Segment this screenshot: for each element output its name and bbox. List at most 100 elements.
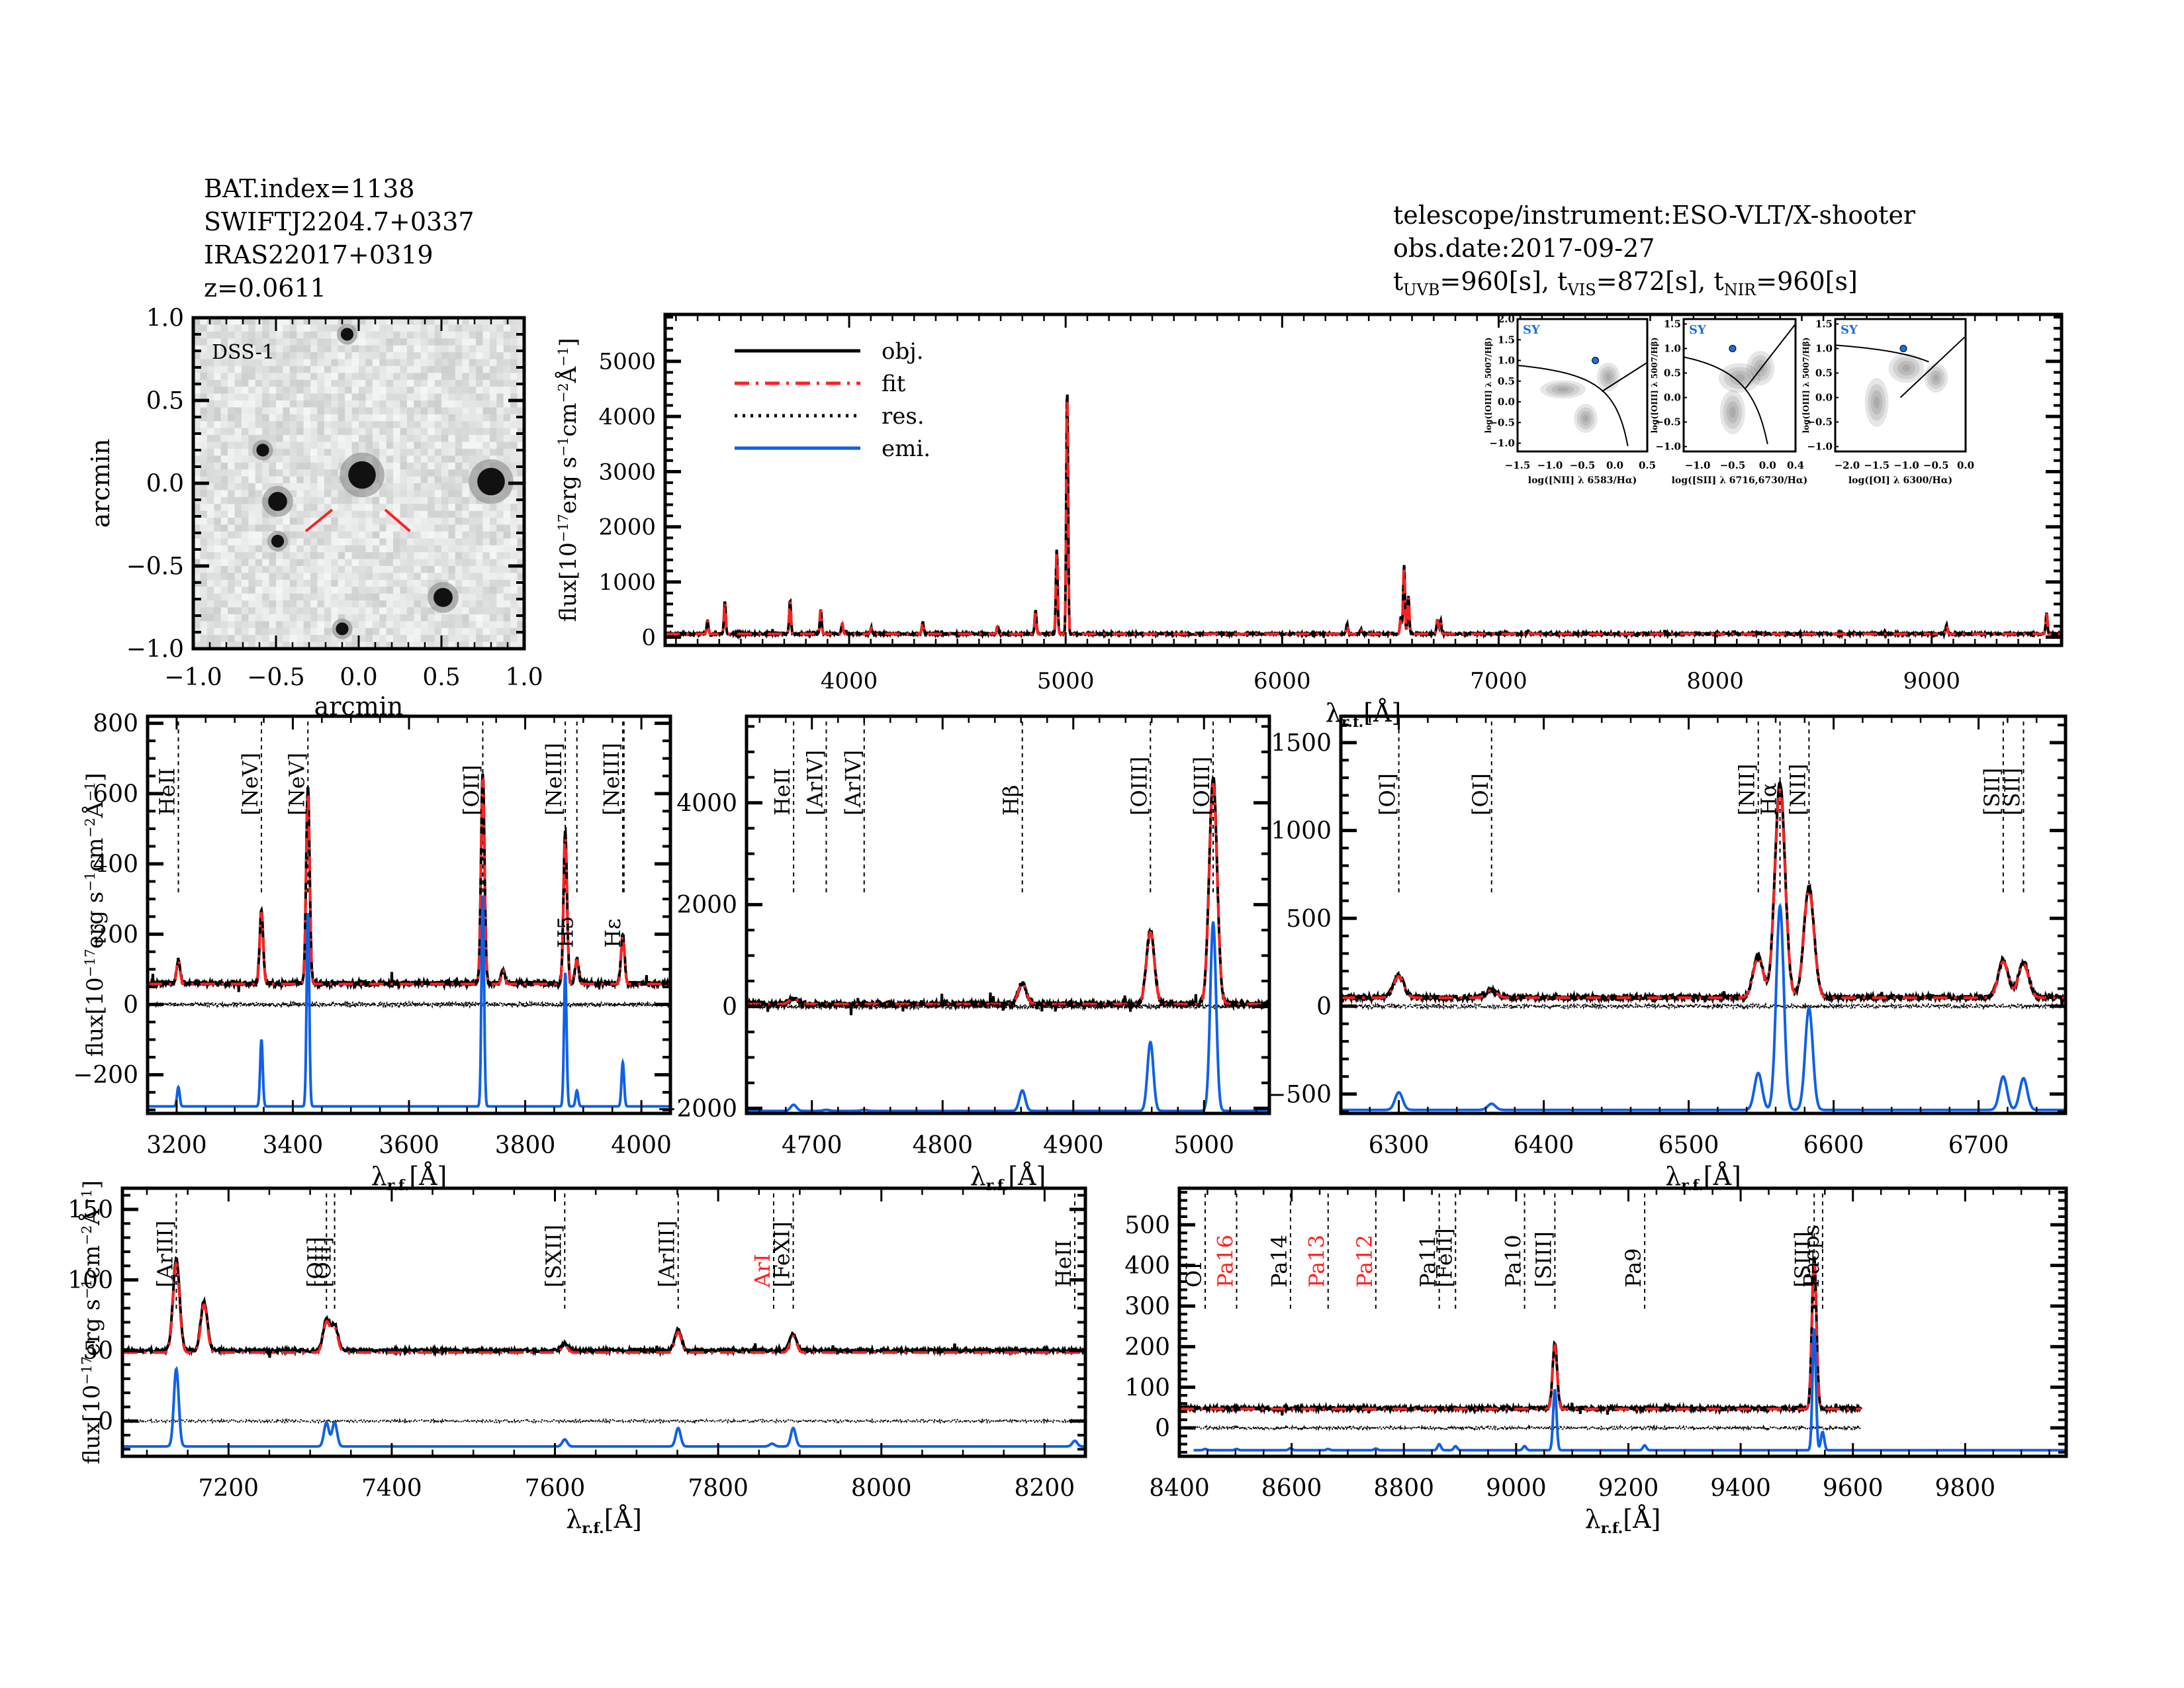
image-pixel xyxy=(489,545,497,553)
image-pixel xyxy=(220,379,228,387)
image-pixel xyxy=(248,573,256,581)
image-pixel xyxy=(345,607,353,615)
image-pixel xyxy=(455,435,463,442)
image-pixel xyxy=(482,559,490,567)
image-pixel xyxy=(386,628,394,635)
image-pixel xyxy=(406,483,414,491)
image-pixel xyxy=(255,352,263,359)
image-pixel xyxy=(406,538,414,546)
image-pixel xyxy=(193,428,201,436)
image-pixel xyxy=(262,379,270,387)
image-pixel xyxy=(276,586,283,594)
density-contour xyxy=(1602,369,1615,385)
image-pixel xyxy=(255,628,263,635)
image-pixel xyxy=(228,538,235,546)
image-pixel xyxy=(317,641,325,649)
image-pixel xyxy=(448,559,456,567)
image-pixel xyxy=(476,414,483,422)
image-pixel xyxy=(317,621,325,629)
image-pixel xyxy=(200,407,208,415)
image-pixel xyxy=(262,365,270,373)
image-pixel xyxy=(220,579,228,587)
image-pixel xyxy=(269,400,277,408)
image-pixel xyxy=(276,518,283,525)
x-tick-label: 6000 xyxy=(1253,668,1311,694)
image-pixel xyxy=(379,442,387,449)
image-pixel xyxy=(351,318,359,325)
image-pixel xyxy=(359,552,366,560)
image-pixel xyxy=(496,379,504,387)
image-pixel xyxy=(448,407,456,415)
image-pixel xyxy=(276,331,283,339)
image-pixel xyxy=(234,607,242,615)
image-pixel xyxy=(255,414,263,422)
image-pixel xyxy=(406,545,414,553)
image-pixel xyxy=(269,338,277,346)
y-tick-label: 1.0 xyxy=(1815,342,1833,354)
image-pixel xyxy=(359,400,366,408)
image-pixel xyxy=(317,442,325,449)
image-pixel xyxy=(248,628,256,635)
image-pixel xyxy=(455,559,463,567)
image-pixel xyxy=(372,324,380,332)
image-pixel xyxy=(365,538,373,546)
image-pixel xyxy=(324,600,332,608)
image-pixel xyxy=(414,496,422,504)
image-pixel xyxy=(489,373,497,381)
image-pixel xyxy=(386,435,394,442)
image-pixel xyxy=(228,593,235,601)
image-pixel xyxy=(476,407,483,415)
image-pixel xyxy=(310,483,318,491)
density-contour xyxy=(1599,366,1617,388)
image-pixel xyxy=(241,338,249,346)
image-pixel xyxy=(496,324,504,332)
image-pixel xyxy=(331,379,339,387)
image-pixel xyxy=(310,496,318,504)
image-pixel xyxy=(510,566,518,573)
image-pixel xyxy=(462,538,470,546)
image-pixel xyxy=(269,607,277,615)
image-pixel xyxy=(455,621,463,629)
image-pixel xyxy=(365,345,373,353)
image-pixel xyxy=(310,435,318,442)
residual-series xyxy=(1341,1002,2066,1011)
image-pixel xyxy=(214,641,222,649)
density-contour xyxy=(1864,377,1889,427)
image-pixel xyxy=(386,387,394,395)
image-pixel xyxy=(310,352,318,359)
image-pixel xyxy=(338,559,345,567)
image-pixel xyxy=(248,641,256,649)
emission-series xyxy=(1193,1327,2066,1452)
image-pixel xyxy=(228,524,235,532)
image-pixel xyxy=(462,552,470,560)
image-pixel xyxy=(296,614,304,622)
y-tick-label: 1.0 xyxy=(1498,355,1515,367)
image-pixel xyxy=(386,379,394,387)
image-pixel xyxy=(462,504,470,512)
image-pixel xyxy=(248,524,256,532)
image-pixel xyxy=(476,518,483,525)
image-pixel xyxy=(241,462,249,470)
image-pixel xyxy=(441,393,449,401)
image-pixel xyxy=(359,365,366,373)
image-pixel xyxy=(455,324,463,332)
image-pixel xyxy=(469,531,477,539)
image-pixel xyxy=(303,483,311,491)
image-pixel xyxy=(476,593,483,601)
image-pixel xyxy=(489,428,497,436)
image-pixel xyxy=(365,359,373,367)
image-pixel xyxy=(428,490,435,498)
image-pixel xyxy=(234,621,242,629)
image-pixel xyxy=(469,428,477,436)
image-pixel xyxy=(455,504,463,512)
image-pixel xyxy=(206,407,214,415)
density-contour xyxy=(1930,370,1942,386)
image-pixel xyxy=(462,607,470,615)
image-pixel xyxy=(248,607,256,615)
image-pixel xyxy=(234,435,242,442)
residual-series xyxy=(747,1002,1269,1011)
x-tick-label: 0.0 xyxy=(1759,459,1776,471)
image-pixel xyxy=(503,552,511,560)
image-pixel xyxy=(510,387,518,395)
image-pixel xyxy=(420,448,428,456)
